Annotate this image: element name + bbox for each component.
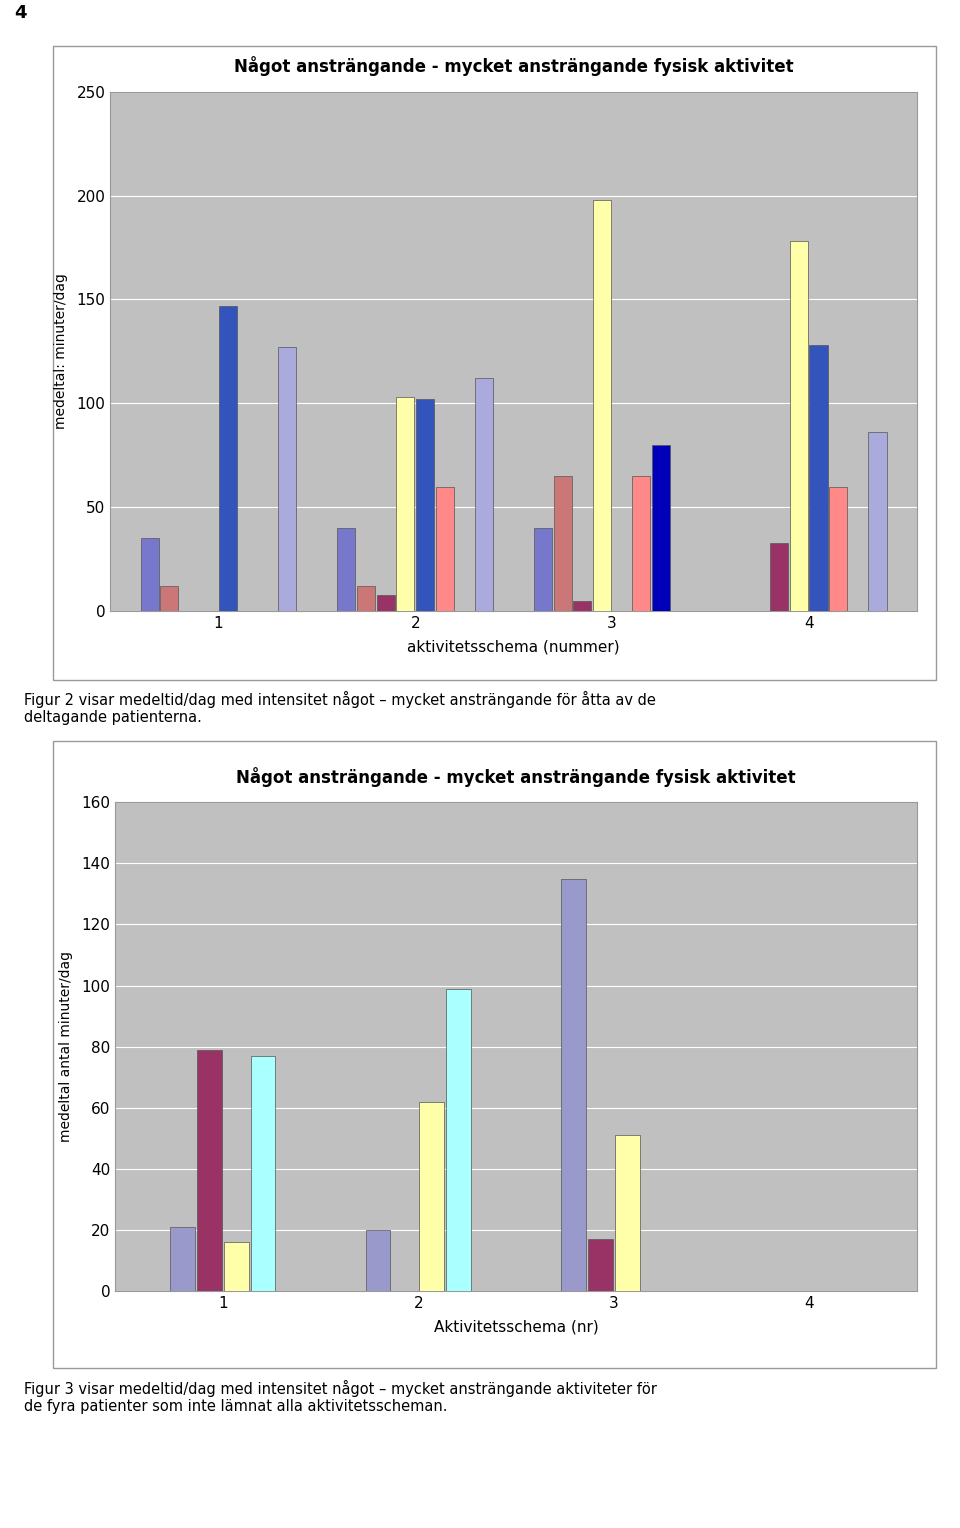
Bar [251, 1056, 276, 1291]
Bar [446, 989, 471, 1291]
Bar [790, 241, 807, 611]
Bar [141, 538, 158, 611]
Bar [366, 1230, 391, 1291]
X-axis label: Aktivitetsschema (nr): Aktivitetsschema (nr) [434, 1319, 598, 1334]
Bar [376, 594, 395, 611]
Bar [170, 1227, 195, 1291]
Bar [475, 379, 493, 611]
Bar [197, 1050, 222, 1291]
Y-axis label: medeltal: minuter/dag: medeltal: minuter/dag [55, 274, 68, 429]
Bar [420, 1102, 444, 1291]
Bar [829, 486, 847, 611]
Bar [614, 1135, 639, 1291]
X-axis label: aktivitetsschema (nummer): aktivitetsschema (nummer) [407, 639, 620, 654]
Bar [770, 542, 788, 611]
Bar [220, 306, 237, 611]
Title: Något ansträngande - mycket ansträngande fysisk aktivitet: Något ansträngande - mycket ansträngande… [234, 57, 793, 76]
Bar [337, 529, 355, 611]
Bar [588, 1239, 612, 1291]
Text: 4: 4 [14, 3, 27, 21]
Bar [278, 347, 297, 611]
Bar [436, 486, 454, 611]
Bar [357, 587, 375, 611]
Bar [396, 397, 415, 611]
Bar [593, 200, 612, 611]
Bar [869, 432, 886, 611]
Bar [534, 529, 552, 611]
Text: Figur 2 visar medeltid/dag med intensitet något – mycket ansträngande för åtta a: Figur 2 visar medeltid/dag med intensite… [24, 691, 656, 726]
Bar [633, 477, 651, 611]
Bar [554, 477, 572, 611]
Bar [224, 1242, 249, 1291]
Y-axis label: medeltal antal minuter/dag: medeltal antal minuter/dag [59, 950, 73, 1143]
Title: Något ansträngande - mycket ansträngande fysisk aktivitet: Något ansträngande - mycket ansträngande… [236, 767, 796, 787]
Bar [561, 879, 586, 1291]
Bar [652, 445, 670, 611]
Bar [160, 587, 179, 611]
Bar [416, 399, 434, 611]
Bar [809, 345, 828, 611]
Bar [573, 601, 591, 611]
Text: Figur 3 visar medeltid/dag med intensitet något – mycket ansträngande aktivitete: Figur 3 visar medeltid/dag med intensite… [24, 1380, 657, 1415]
